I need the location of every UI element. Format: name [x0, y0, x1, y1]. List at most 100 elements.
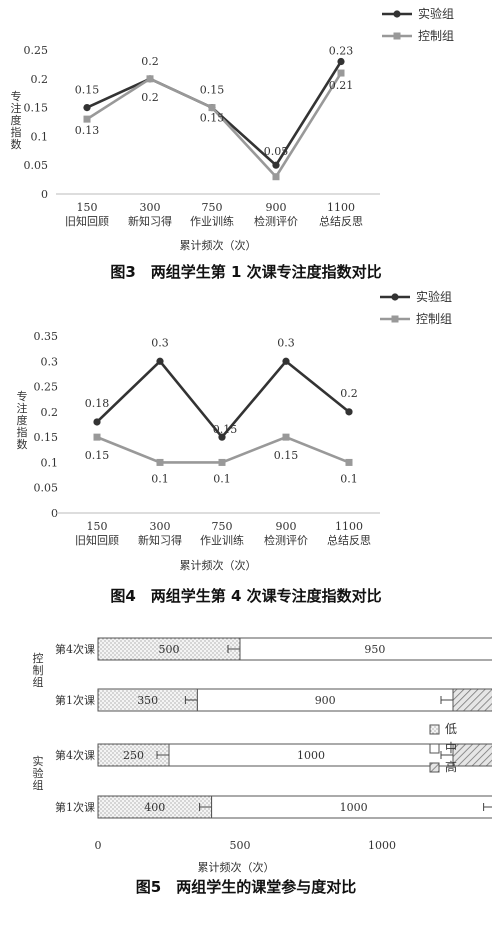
- figure-caption: 图3 两组学生第 1 次课专注度指数对比: [110, 263, 381, 281]
- legend-marker: [393, 10, 400, 17]
- group-label-char: 实: [33, 754, 44, 768]
- legend-label: 控制组: [416, 312, 452, 326]
- data-point-control: [338, 70, 345, 77]
- figure-caption: 图5 两组学生的课堂参与度对比: [136, 878, 356, 896]
- data-point-control: [84, 116, 91, 123]
- bar-value-label: 900: [315, 694, 336, 707]
- y-axis-title-char: 数: [17, 438, 28, 451]
- data-label: 0.05: [264, 145, 289, 158]
- group-label-char: 控: [33, 651, 44, 665]
- data-label: 0.15: [200, 112, 225, 125]
- x-tick-category: 检测评价: [264, 533, 308, 547]
- y-tick-label: 0.3: [41, 355, 59, 368]
- legend-label: 低: [445, 722, 457, 736]
- y-axis-title-char: 指: [11, 125, 22, 139]
- y-axis-title-char: 度: [11, 113, 22, 127]
- data-label: 0.15: [200, 84, 225, 97]
- y-tick-label: 0.15: [24, 102, 49, 115]
- data-point-experimental: [272, 162, 279, 169]
- legend-marker: [392, 316, 399, 323]
- data-label: 0.15: [213, 423, 238, 436]
- row-label: 第4次课: [55, 642, 95, 656]
- bar-value-label: 1000: [297, 749, 325, 762]
- data-point-control: [209, 104, 216, 111]
- data-label: 0.2: [141, 55, 159, 68]
- y-axis-title-char: 注: [17, 401, 28, 415]
- data-point-control: [147, 75, 154, 82]
- data-point-experimental: [337, 58, 344, 65]
- y-tick-label: 0.05: [34, 482, 59, 495]
- x-tick-label: 750: [212, 520, 233, 533]
- group-label-char: 组: [33, 675, 44, 689]
- data-label: 0.1: [340, 472, 358, 485]
- y-axis-title-char: 指: [17, 425, 28, 439]
- legend-label: 高: [445, 759, 457, 774]
- x-tick-category: 总结反思: [327, 533, 371, 547]
- y-axis-title-char: 数: [11, 138, 22, 151]
- data-point-experimental: [83, 104, 90, 111]
- bar-value-label: 250: [123, 749, 144, 762]
- x-tick-label: 1100: [327, 201, 355, 214]
- bar-value-label: 950: [364, 643, 385, 656]
- legend-label: 控制组: [418, 29, 454, 43]
- data-point-experimental: [156, 358, 163, 365]
- legend-marker: [391, 293, 398, 300]
- x-tick-category: 旧知回顾: [75, 533, 119, 547]
- x-axis-title: 累计频次（次）: [180, 558, 257, 572]
- x-tick-category: 新知习得: [128, 214, 172, 228]
- bar-value-label: 400: [144, 801, 165, 814]
- y-tick-label: 0.1: [31, 130, 49, 143]
- data-point-control: [283, 434, 290, 441]
- x-tick-label: 150: [77, 201, 98, 214]
- data-label: 0.2: [340, 387, 358, 400]
- y-tick-label: 0.25: [24, 44, 49, 57]
- data-point-experimental: [282, 358, 289, 365]
- data-point-control: [219, 459, 226, 466]
- data-label: 0.15: [274, 449, 299, 462]
- row-label: 第1次课: [55, 693, 95, 707]
- chart-attention-lesson-4: 00.050.10.150.20.250.30.35150旧知回顾300新知习得…: [17, 289, 453, 605]
- data-label: 0.1: [213, 472, 231, 485]
- x-tick-category: 新知习得: [138, 533, 182, 547]
- x-tick-label: 300: [140, 201, 161, 214]
- y-axis-title-char: 注: [11, 101, 22, 115]
- data-label: 0.15: [75, 84, 100, 97]
- data-label: 0.3: [277, 336, 295, 349]
- y-tick-label: 0: [41, 188, 48, 201]
- data-point-experimental: [345, 408, 352, 415]
- data-label: 0.2: [141, 91, 159, 104]
- chart-attention-lesson-1: 00.050.10.150.20.25150旧知回顾300新知习得750作业训练…: [11, 6, 455, 281]
- x-tick-category: 检测评价: [254, 214, 298, 228]
- x-tick-category: 总结反思: [319, 214, 363, 228]
- data-label: 0.23: [329, 45, 354, 58]
- x-tick-label: 500: [230, 839, 251, 852]
- x-tick-category: 作业训练: [200, 533, 244, 547]
- bar-value-label: 1000: [340, 801, 368, 814]
- y-tick-label: 0.2: [41, 406, 59, 419]
- data-point-control: [346, 459, 353, 466]
- data-point-control: [157, 459, 164, 466]
- y-axis-title-char: 度: [17, 413, 28, 427]
- legend-swatch: [430, 763, 439, 772]
- y-axis-title-char: 专: [11, 89, 22, 103]
- x-tick-label: 1100: [335, 520, 363, 533]
- x-tick-label: 1000: [368, 839, 396, 852]
- data-point-control: [273, 173, 280, 180]
- legend-swatch: [430, 725, 439, 734]
- y-axis-title-char: 专: [17, 389, 28, 403]
- y-tick-label: 0.05: [24, 159, 49, 172]
- y-tick-label: 0.15: [34, 431, 59, 444]
- y-tick-label: 0.2: [31, 73, 49, 86]
- data-point-control: [94, 434, 101, 441]
- group-label-char: 验: [33, 766, 44, 780]
- x-tick-label: 300: [150, 520, 171, 533]
- row-label: 第4次课: [55, 748, 95, 762]
- x-tick-category: 作业训练: [190, 214, 234, 228]
- x-tick-category: 旧知回顾: [65, 214, 109, 228]
- x-axis-title: 累计频次（次）: [180, 238, 257, 252]
- data-label: 0.3: [151, 336, 169, 349]
- series-line-1: [97, 437, 349, 462]
- bar-segment-高: [453, 689, 492, 711]
- data-label: 0.21: [329, 79, 354, 92]
